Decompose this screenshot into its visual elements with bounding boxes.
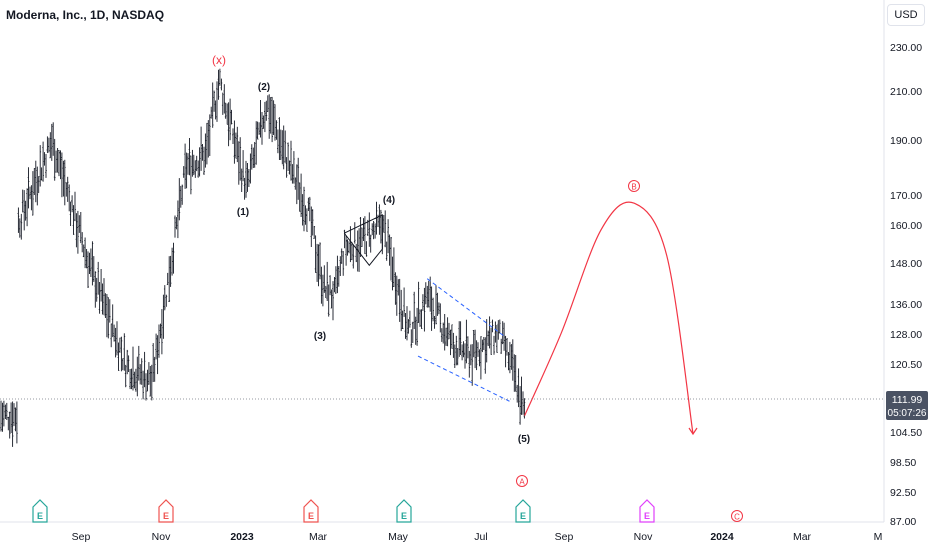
- earnings-badge-shape: [32, 499, 48, 523]
- earnings-badge-shape: [303, 499, 319, 523]
- wave-label-3: (3): [314, 331, 326, 342]
- price-tick: 190.00: [890, 135, 922, 147]
- earnings-badge[interactable]: E: [639, 499, 655, 523]
- earnings-badge-shape: [396, 499, 412, 523]
- earnings-badge-letter: E: [163, 511, 169, 521]
- price-bars: [0, 68, 526, 447]
- earnings-badge[interactable]: E: [515, 499, 531, 523]
- wave-label-5: (5): [518, 434, 530, 445]
- time-tick: M: [874, 531, 883, 543]
- time-tick: 2024: [710, 531, 734, 543]
- projection-arrowhead: [688, 427, 698, 436]
- svg-text:C: C: [734, 513, 740, 522]
- earnings-badge-letter: E: [308, 511, 314, 521]
- last-price-value: 111.99: [892, 394, 923, 406]
- time-tick: Mar: [309, 531, 328, 543]
- price-tick: 98.50: [890, 457, 916, 469]
- svg-text:B: B: [631, 183, 636, 192]
- price-tick: 92.50: [890, 487, 916, 499]
- earnings-badge[interactable]: E: [158, 499, 174, 523]
- earnings-badge-letter: E: [37, 511, 43, 521]
- earnings-badge-shape: [515, 499, 531, 523]
- price-tick: 87.00: [890, 516, 916, 528]
- price-axis[interactable]: 230.00 210.00 190.00 170.00 160.00 148.0…: [890, 42, 922, 528]
- projection-curve: [524, 201, 694, 435]
- wave-labels: (x) (1) (2) (3) (4) (5) A B C: [212, 53, 743, 522]
- time-tick: Sep: [72, 531, 91, 543]
- earnings-badge-letter: E: [644, 511, 650, 521]
- last-price-label: 111.99 05:07:26: [886, 391, 928, 420]
- earnings-badge-shape: [639, 499, 655, 523]
- price-tick: 210.00: [890, 86, 922, 98]
- price-tick: 136.00: [890, 299, 922, 311]
- price-tick: 160.00: [890, 220, 922, 232]
- wave-label-a: A: [516, 475, 528, 487]
- wave-label-2: (2): [258, 82, 270, 93]
- wave-label-b: B: [628, 180, 640, 192]
- earnings-badge-letter: E: [401, 511, 407, 521]
- time-tick: 2023: [230, 531, 254, 543]
- time-axis[interactable]: Sep Nov 2023 Mar May Jul Sep Nov 2024 Ma…: [72, 531, 883, 543]
- channel-upper-line: [426, 278, 506, 338]
- countdown-timer: 05:07:26: [888, 408, 927, 419]
- drawing-overlays: [343, 201, 698, 436]
- earnings-badge[interactable]: E: [396, 499, 412, 523]
- earnings-badge-letter: E: [520, 511, 526, 521]
- price-tick: 148.00: [890, 258, 922, 270]
- time-tick: Mar: [793, 531, 812, 543]
- chart-title: Moderna, Inc., 1D, NASDAQ: [6, 8, 165, 22]
- wave-label-c: C: [731, 510, 743, 522]
- time-tick: Sep: [555, 531, 574, 543]
- time-tick: Nov: [152, 531, 171, 543]
- price-tick: 104.50: [890, 427, 922, 439]
- wave-label-4: (4): [383, 195, 395, 206]
- price-tick: 230.00: [890, 42, 922, 54]
- wave-4-triangle: [343, 214, 383, 267]
- price-tick: 120.50: [890, 359, 922, 371]
- currency-button[interactable]: USD: [887, 4, 925, 26]
- price-tick: 128.00: [890, 329, 922, 341]
- earnings-badge-shape: [158, 499, 174, 523]
- wave-label-x: (x): [212, 53, 226, 67]
- time-tick: Jul: [474, 531, 487, 543]
- time-tick: Nov: [634, 531, 653, 543]
- earnings-badge[interactable]: E: [303, 499, 319, 523]
- wave-label-1: (1): [237, 207, 249, 218]
- earnings-badge[interactable]: E: [32, 499, 48, 523]
- svg-text:A: A: [519, 478, 525, 487]
- price-tick: 170.00: [890, 190, 922, 202]
- channel-lower-line: [417, 355, 512, 403]
- time-tick: May: [388, 531, 409, 543]
